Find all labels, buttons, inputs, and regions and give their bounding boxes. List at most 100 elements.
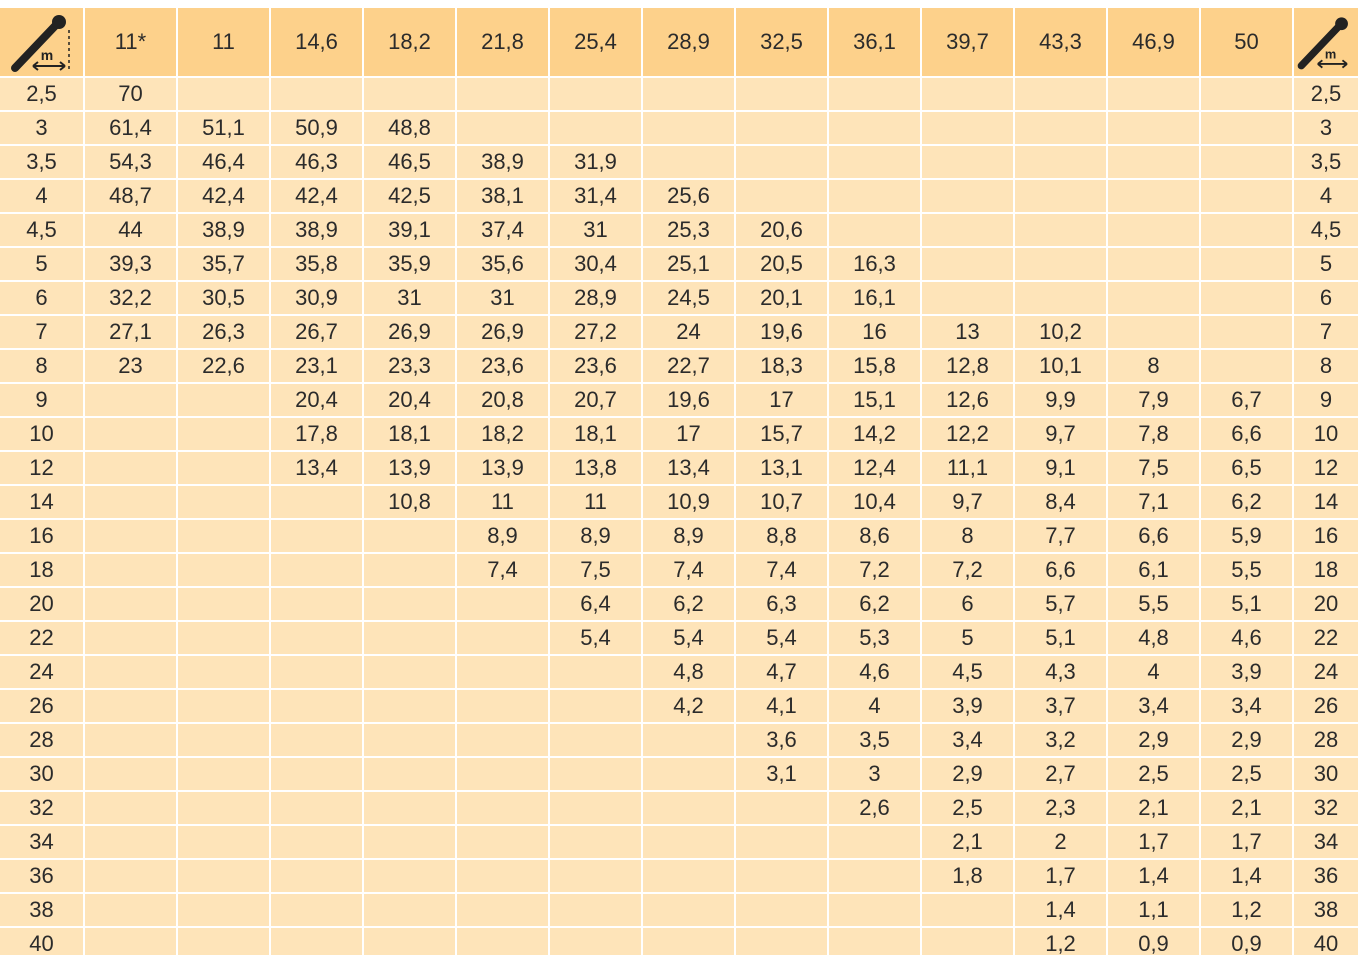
load-cell: 23,1 bbox=[271, 350, 362, 382]
radius-cell: 18 bbox=[0, 554, 83, 586]
empty-cell bbox=[364, 826, 455, 858]
column-header: 25,4 bbox=[550, 8, 641, 76]
empty-cell bbox=[1201, 112, 1292, 144]
radius-cell: 24 bbox=[0, 656, 83, 688]
load-cell: 7,1 bbox=[1108, 486, 1199, 518]
radius-cell: 10 bbox=[1294, 418, 1358, 450]
radius-cell: 20 bbox=[1294, 588, 1358, 620]
load-cell: 7,7 bbox=[1015, 520, 1106, 552]
load-cell: 3,7 bbox=[1015, 690, 1106, 722]
load-cell: 4 bbox=[829, 690, 920, 722]
radius-cell: 36 bbox=[1294, 860, 1358, 892]
empty-cell bbox=[178, 418, 269, 450]
load-cell: 48,7 bbox=[85, 180, 176, 212]
load-cell: 13,4 bbox=[271, 452, 362, 484]
load-cell: 20,8 bbox=[457, 384, 548, 416]
empty-cell bbox=[736, 928, 827, 955]
load-cell: 6,7 bbox=[1201, 384, 1292, 416]
load-cell: 37,4 bbox=[457, 214, 548, 246]
empty-cell bbox=[85, 486, 176, 518]
empty-cell bbox=[271, 656, 362, 688]
load-cell: 1,1 bbox=[1108, 894, 1199, 926]
empty-cell bbox=[457, 656, 548, 688]
load-cell: 2,1 bbox=[1201, 792, 1292, 824]
column-header: 32,5 bbox=[736, 8, 827, 76]
empty-cell bbox=[457, 622, 548, 654]
column-header: 39,7 bbox=[922, 8, 1013, 76]
empty-cell bbox=[178, 554, 269, 586]
load-cell: 16,3 bbox=[829, 248, 920, 280]
empty-cell bbox=[1015, 180, 1106, 212]
load-cell: 1,4 bbox=[1201, 860, 1292, 892]
load-cell: 2,6 bbox=[829, 792, 920, 824]
column-header: 36,1 bbox=[829, 8, 920, 76]
empty-cell bbox=[643, 860, 734, 892]
empty-cell bbox=[736, 146, 827, 178]
empty-cell bbox=[85, 588, 176, 620]
empty-cell bbox=[643, 792, 734, 824]
load-cell: 8,4 bbox=[1015, 486, 1106, 518]
corner-icon-cell: m bbox=[1294, 8, 1358, 76]
empty-cell bbox=[1015, 112, 1106, 144]
radius-cell: 28 bbox=[0, 724, 83, 756]
load-cell: 5 bbox=[922, 622, 1013, 654]
load-cell: 2,9 bbox=[922, 758, 1013, 790]
radius-cell: 24 bbox=[1294, 656, 1358, 688]
load-cell: 20,4 bbox=[364, 384, 455, 416]
load-cell: 10,1 bbox=[1015, 350, 1106, 382]
load-cell: 2,9 bbox=[1201, 724, 1292, 756]
load-cell: 8 bbox=[1108, 350, 1199, 382]
load-cell: 3,6 bbox=[736, 724, 827, 756]
load-cell: 32,2 bbox=[85, 282, 176, 314]
load-cell: 7,9 bbox=[1108, 384, 1199, 416]
load-cell: 16 bbox=[829, 316, 920, 348]
radius-cell: 16 bbox=[0, 520, 83, 552]
load-cell: 35,7 bbox=[178, 248, 269, 280]
load-cell: 23,6 bbox=[550, 350, 641, 382]
empty-cell bbox=[1015, 282, 1106, 314]
empty-cell bbox=[1201, 78, 1292, 110]
load-cell: 4,6 bbox=[829, 656, 920, 688]
load-cell: 3,4 bbox=[922, 724, 1013, 756]
radius-cell: 20 bbox=[0, 588, 83, 620]
empty-cell bbox=[457, 588, 548, 620]
empty-cell bbox=[457, 78, 548, 110]
load-cell: 5,7 bbox=[1015, 588, 1106, 620]
empty-cell bbox=[643, 146, 734, 178]
load-cell: 20,1 bbox=[736, 282, 827, 314]
radius-cell: 36 bbox=[0, 860, 83, 892]
load-cell: 46,5 bbox=[364, 146, 455, 178]
load-cell: 38,9 bbox=[271, 214, 362, 246]
load-cell: 4,8 bbox=[1108, 622, 1199, 654]
radius-cell: 7 bbox=[0, 316, 83, 348]
load-cell: 11 bbox=[550, 486, 641, 518]
empty-cell bbox=[364, 690, 455, 722]
empty-cell bbox=[922, 214, 1013, 246]
column-header: 50 bbox=[1201, 8, 1292, 76]
load-cell: 15,7 bbox=[736, 418, 827, 450]
load-cell: 35,6 bbox=[457, 248, 548, 280]
empty-cell bbox=[364, 792, 455, 824]
empty-cell bbox=[271, 486, 362, 518]
load-cell: 17 bbox=[643, 418, 734, 450]
radius-cell: 34 bbox=[0, 826, 83, 858]
radius-cell: 3 bbox=[1294, 112, 1358, 144]
load-cell: 7,8 bbox=[1108, 418, 1199, 450]
load-cell: 23 bbox=[85, 350, 176, 382]
load-cell: 5,5 bbox=[1201, 554, 1292, 586]
load-cell: 4,2 bbox=[643, 690, 734, 722]
empty-cell bbox=[457, 758, 548, 790]
empty-cell bbox=[364, 860, 455, 892]
empty-cell bbox=[178, 826, 269, 858]
empty-cell bbox=[364, 894, 455, 926]
load-cell: 4,6 bbox=[1201, 622, 1292, 654]
load-cell: 6 bbox=[922, 588, 1013, 620]
empty-cell bbox=[457, 860, 548, 892]
empty-cell bbox=[922, 146, 1013, 178]
load-cell: 28,9 bbox=[550, 282, 641, 314]
empty-cell bbox=[922, 180, 1013, 212]
radius-cell: 16 bbox=[1294, 520, 1358, 552]
empty-cell bbox=[643, 928, 734, 955]
load-cell: 26,7 bbox=[271, 316, 362, 348]
load-cell: 1,8 bbox=[922, 860, 1013, 892]
